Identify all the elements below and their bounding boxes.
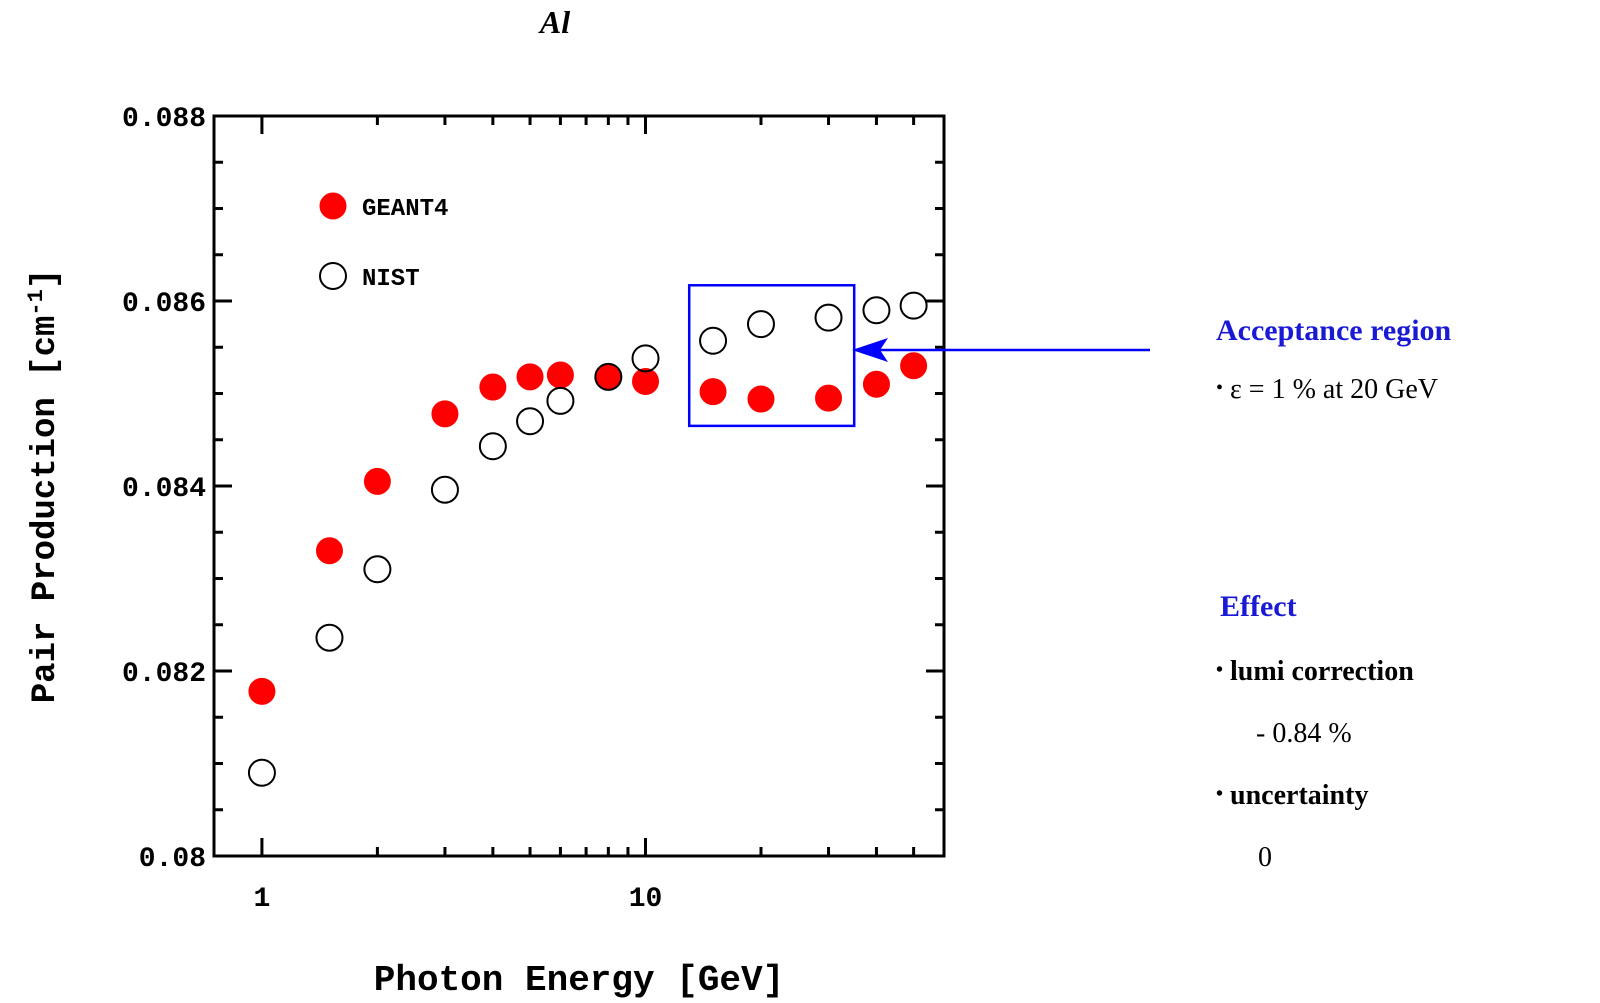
y-axis-label-main: Pair Production [cm [27, 316, 65, 704]
effect-lumi-value: - 0.84 % [1256, 718, 1352, 749]
nist-point [247, 758, 276, 787]
geant4-point [479, 373, 507, 401]
geant4-point [900, 352, 928, 380]
nist-point [862, 296, 891, 325]
y-axis-label: Pair Production [cm-1] [24, 269, 65, 703]
geant4-point [632, 367, 660, 395]
geant4-point [315, 537, 343, 565]
bullet: • [1216, 783, 1224, 805]
effect-item-uncertainty-label: uncertainty [1230, 780, 1369, 811]
nist-point [478, 432, 507, 461]
legend-label-nist: NIST [362, 266, 420, 293]
nist-point [746, 310, 775, 339]
nist-point [363, 555, 392, 584]
nist-point [631, 344, 660, 373]
nist-point [546, 386, 575, 415]
y-tick-label: 0.088 [122, 104, 206, 135]
effect-item-lumi: • lumi correction [1216, 656, 1414, 688]
effect-uncertainty-value: 0 [1258, 842, 1272, 873]
geant4-point [546, 361, 574, 389]
geant4-point [747, 385, 775, 413]
nist-point [315, 623, 344, 652]
geant4-point [815, 384, 843, 412]
x-tick-label: 1 [254, 884, 271, 915]
bullet: • [1216, 377, 1224, 399]
acceptance-item-text: ε = 1 % at 20 GeV [1230, 374, 1438, 405]
y-axis-label-exponent: -1 [24, 289, 49, 315]
y-tick-label: 0.08 [139, 844, 206, 875]
geant4-point [516, 363, 544, 391]
acceptance-item: • ε = 1 % at 20 GeV [1216, 374, 1438, 406]
plot-frame [212, 114, 946, 858]
geant4-point [248, 677, 276, 705]
legend-marker-geant4 [319, 192, 347, 220]
nist-point [899, 291, 928, 320]
nist-point [814, 303, 843, 332]
y-tick-label: 0.086 [122, 289, 206, 320]
geant4-point [431, 400, 459, 428]
geant4-point [862, 370, 890, 398]
y-tick-label: 0.082 [122, 659, 206, 690]
effect-heading: Effect [1220, 590, 1297, 623]
nist-point [430, 475, 459, 504]
chart-title: Al [539, 4, 571, 40]
acceptance-heading: Acceptance region [1216, 314, 1452, 347]
y-tick-label: 0.084 [122, 474, 206, 505]
y-axis-label-close: ] [27, 269, 65, 289]
x-tick-label: 10 [629, 884, 663, 915]
acceptance-box [687, 284, 856, 428]
geant4-point [699, 378, 727, 406]
nist-point [699, 326, 728, 355]
x-axis-label: Photon Energy [GeV] [374, 960, 784, 1001]
legend-marker-nist [319, 262, 347, 290]
effect-item-uncertainty: • uncertainty [1216, 780, 1368, 812]
acceptance-arrow-head [852, 338, 888, 362]
geant4-point [363, 467, 391, 495]
nist-point [516, 407, 545, 436]
effect-item-lumi-label: lumi correction [1230, 656, 1414, 687]
legend-label-geant4: GEANT4 [362, 196, 448, 223]
nist-point [594, 362, 623, 391]
bullet: • [1216, 659, 1224, 681]
